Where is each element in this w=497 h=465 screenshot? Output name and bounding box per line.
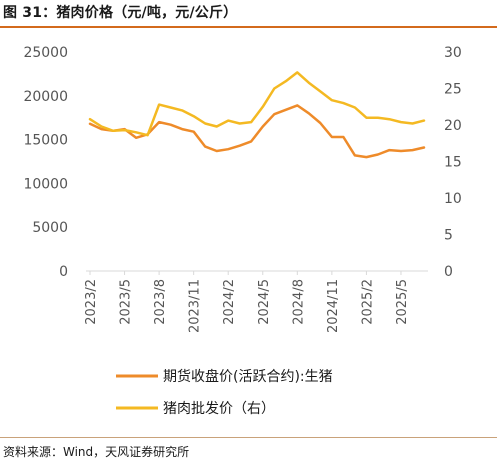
x-tick-label: 2025/5 [395, 279, 410, 325]
legend-label-futures: 期货收盘价(活跃合约):生猪 [163, 368, 333, 385]
x-tick-label: 2023/2 [84, 279, 99, 325]
title-divider [0, 26, 497, 28]
x-tick-label: 2024/8 [291, 279, 306, 325]
x-tick-label: 2024/11 [326, 279, 341, 333]
x-tick-label: 2024/2 [222, 279, 237, 325]
legend-label-wholesale: 猪肉批发价（右） [163, 401, 275, 417]
left-tick-label: 5000 [32, 220, 68, 236]
wholesale-price-line [88, 71, 426, 137]
pork-price-chart: 0 5000 10000 15000 20000 25000 0 5 10 15 20 25 30 2… [23, 45, 462, 417]
x-axis-ticks: 2023/2 2023/5 2023/8 2023/11 2024/2 2024/5 202… [84, 271, 410, 333]
right-tick-label: 5 [444, 228, 453, 244]
series-lines [88, 71, 426, 159]
right-tick-label: 0 [444, 264, 453, 280]
x-tick-label: 2024/5 [257, 279, 272, 325]
right-tick-label: 30 [444, 45, 462, 61]
legend: 期货收盘价(活跃合约):生猪 猪肉批发价（右） [116, 368, 333, 417]
right-tick-label: 15 [444, 155, 462, 171]
left-tick-label: 10000 [23, 176, 68, 192]
x-tick-label: 2023/11 [188, 279, 203, 333]
left-axis-ticks: 0 5000 10000 15000 20000 25000 [23, 45, 68, 280]
chart-title: 图 31：猪肉价格（元/吨，元/公斤） [3, 5, 238, 21]
left-tick-label: 15000 [23, 133, 68, 149]
x-tick-label: 2025/2 [360, 279, 375, 325]
left-tick-label: 20000 [23, 89, 68, 105]
right-axis-ticks: 0 5 10 15 20 25 30 [444, 45, 462, 280]
x-tick-label: 2023/8 [153, 279, 168, 325]
left-tick-label: 25000 [23, 45, 68, 61]
source-note: 资料来源：Wind，天风证券研究所 [3, 445, 190, 459]
x-tick-label: 2023/5 [119, 279, 134, 325]
right-tick-label: 10 [444, 191, 462, 207]
right-tick-label: 25 [444, 82, 462, 98]
left-tick-label: 0 [59, 264, 68, 280]
footer-divider [0, 437, 497, 438]
right-tick-label: 20 [444, 118, 462, 134]
